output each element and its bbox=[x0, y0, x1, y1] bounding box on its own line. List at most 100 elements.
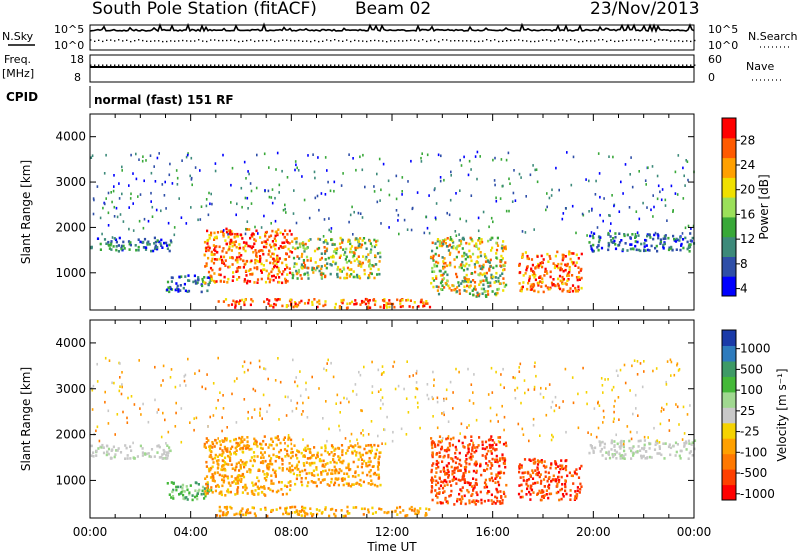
data-pixel bbox=[263, 477, 266, 480]
nsearch-point bbox=[194, 40, 196, 42]
data-pixel bbox=[684, 184, 686, 187]
data-pixel bbox=[548, 492, 551, 496]
nsearch-point bbox=[642, 39, 644, 42]
nsearch-point bbox=[666, 39, 668, 41]
data-pixel bbox=[603, 416, 605, 419]
data-pixel bbox=[467, 481, 470, 485]
data-pixel bbox=[554, 284, 557, 288]
data-pixel bbox=[370, 248, 373, 252]
data-pixel bbox=[111, 200, 113, 204]
data-pixel bbox=[130, 192, 132, 196]
data-pixel bbox=[227, 235, 230, 239]
data-pixel bbox=[475, 478, 478, 482]
data-pixel bbox=[503, 264, 506, 267]
data-pixel bbox=[536, 466, 539, 469]
data-pixel bbox=[441, 273, 444, 277]
data-pixel bbox=[636, 450, 639, 453]
nsearch-point bbox=[158, 40, 160, 42]
data-pixel bbox=[473, 373, 475, 376]
data-pixel bbox=[499, 502, 502, 505]
data-pixel bbox=[209, 453, 212, 457]
data-pixel bbox=[484, 457, 488, 460]
noise-tick-left-lo: 10^0 bbox=[54, 39, 84, 52]
data-pixel bbox=[222, 153, 224, 157]
data-pixel bbox=[184, 289, 187, 293]
data-pixel bbox=[233, 236, 236, 239]
nsearch-point bbox=[186, 40, 188, 42]
freq-strip-frame bbox=[89, 54, 695, 83]
data-pixel bbox=[351, 205, 353, 209]
data-pixel bbox=[538, 475, 541, 479]
data-pixel bbox=[306, 444, 309, 448]
data-pixel bbox=[408, 507, 411, 511]
data-pixel bbox=[359, 303, 362, 306]
data-pixel bbox=[166, 247, 169, 250]
data-pixel bbox=[546, 479, 549, 483]
data-pixel bbox=[241, 450, 244, 454]
data-pixel bbox=[319, 481, 322, 484]
data-pixel bbox=[252, 451, 256, 454]
data-pixel bbox=[453, 466, 456, 470]
nave-point bbox=[258, 64, 260, 66]
data-pixel bbox=[241, 205, 243, 209]
data-pixel bbox=[479, 254, 483, 258]
data-pixel bbox=[575, 496, 578, 500]
data-pixel bbox=[286, 233, 289, 236]
data-pixel bbox=[218, 505, 221, 509]
data-pixel bbox=[643, 439, 646, 442]
data-pixel bbox=[242, 475, 246, 479]
data-pixel bbox=[462, 254, 465, 258]
data-pixel bbox=[337, 471, 341, 474]
data-pixel bbox=[567, 278, 570, 281]
data-pixel bbox=[122, 410, 124, 414]
y-tick-label: 4000 bbox=[55, 130, 86, 144]
data-pixel bbox=[265, 242, 268, 245]
data-pixel bbox=[462, 268, 466, 272]
data-pixel bbox=[436, 426, 439, 430]
data-pixel bbox=[113, 455, 116, 459]
nave-point bbox=[326, 64, 328, 66]
data-pixel bbox=[598, 238, 601, 242]
nsearch-point bbox=[470, 40, 472, 42]
data-pixel bbox=[90, 156, 93, 159]
data-pixel bbox=[181, 483, 185, 487]
nsearch-point bbox=[274, 40, 276, 43]
data-pixel bbox=[489, 419, 492, 423]
data-pixel bbox=[156, 444, 159, 448]
nsearch-point bbox=[190, 40, 192, 42]
data-pixel bbox=[473, 446, 477, 449]
data-pixel bbox=[220, 230, 223, 233]
data-pixel bbox=[365, 464, 368, 468]
data-pixel bbox=[341, 479, 344, 482]
nave-point bbox=[650, 64, 652, 66]
data-pixel bbox=[459, 488, 462, 491]
data-pixel bbox=[546, 192, 548, 195]
data-pixel bbox=[249, 459, 252, 463]
data-pixel bbox=[526, 265, 529, 268]
data-pixel bbox=[139, 407, 141, 410]
nsearch-point bbox=[334, 39, 336, 41]
data-pixel bbox=[223, 513, 226, 517]
data-pixel bbox=[528, 275, 531, 278]
data-pixel bbox=[194, 282, 198, 285]
data-pixel bbox=[662, 243, 665, 247]
data-pixel bbox=[571, 289, 574, 293]
x-tick-label: 12:00 bbox=[375, 525, 410, 539]
data-pixel bbox=[241, 435, 244, 439]
data-pixel bbox=[220, 490, 223, 494]
data-pixel bbox=[227, 490, 230, 494]
colorbar-tick-label: -100 bbox=[740, 445, 767, 459]
data-pixel bbox=[643, 245, 646, 248]
data-pixel bbox=[549, 275, 552, 279]
nave-point bbox=[290, 64, 292, 66]
data-pixel bbox=[438, 487, 441, 490]
nsearch-point bbox=[546, 39, 548, 41]
data-pixel bbox=[373, 471, 376, 475]
data-pixel bbox=[457, 439, 461, 443]
data-pixel bbox=[489, 258, 492, 262]
data-pixel bbox=[634, 240, 637, 243]
data-pixel bbox=[565, 430, 567, 434]
nave-point bbox=[670, 64, 672, 66]
data-pixel bbox=[378, 260, 381, 263]
data-pixel bbox=[295, 163, 297, 167]
